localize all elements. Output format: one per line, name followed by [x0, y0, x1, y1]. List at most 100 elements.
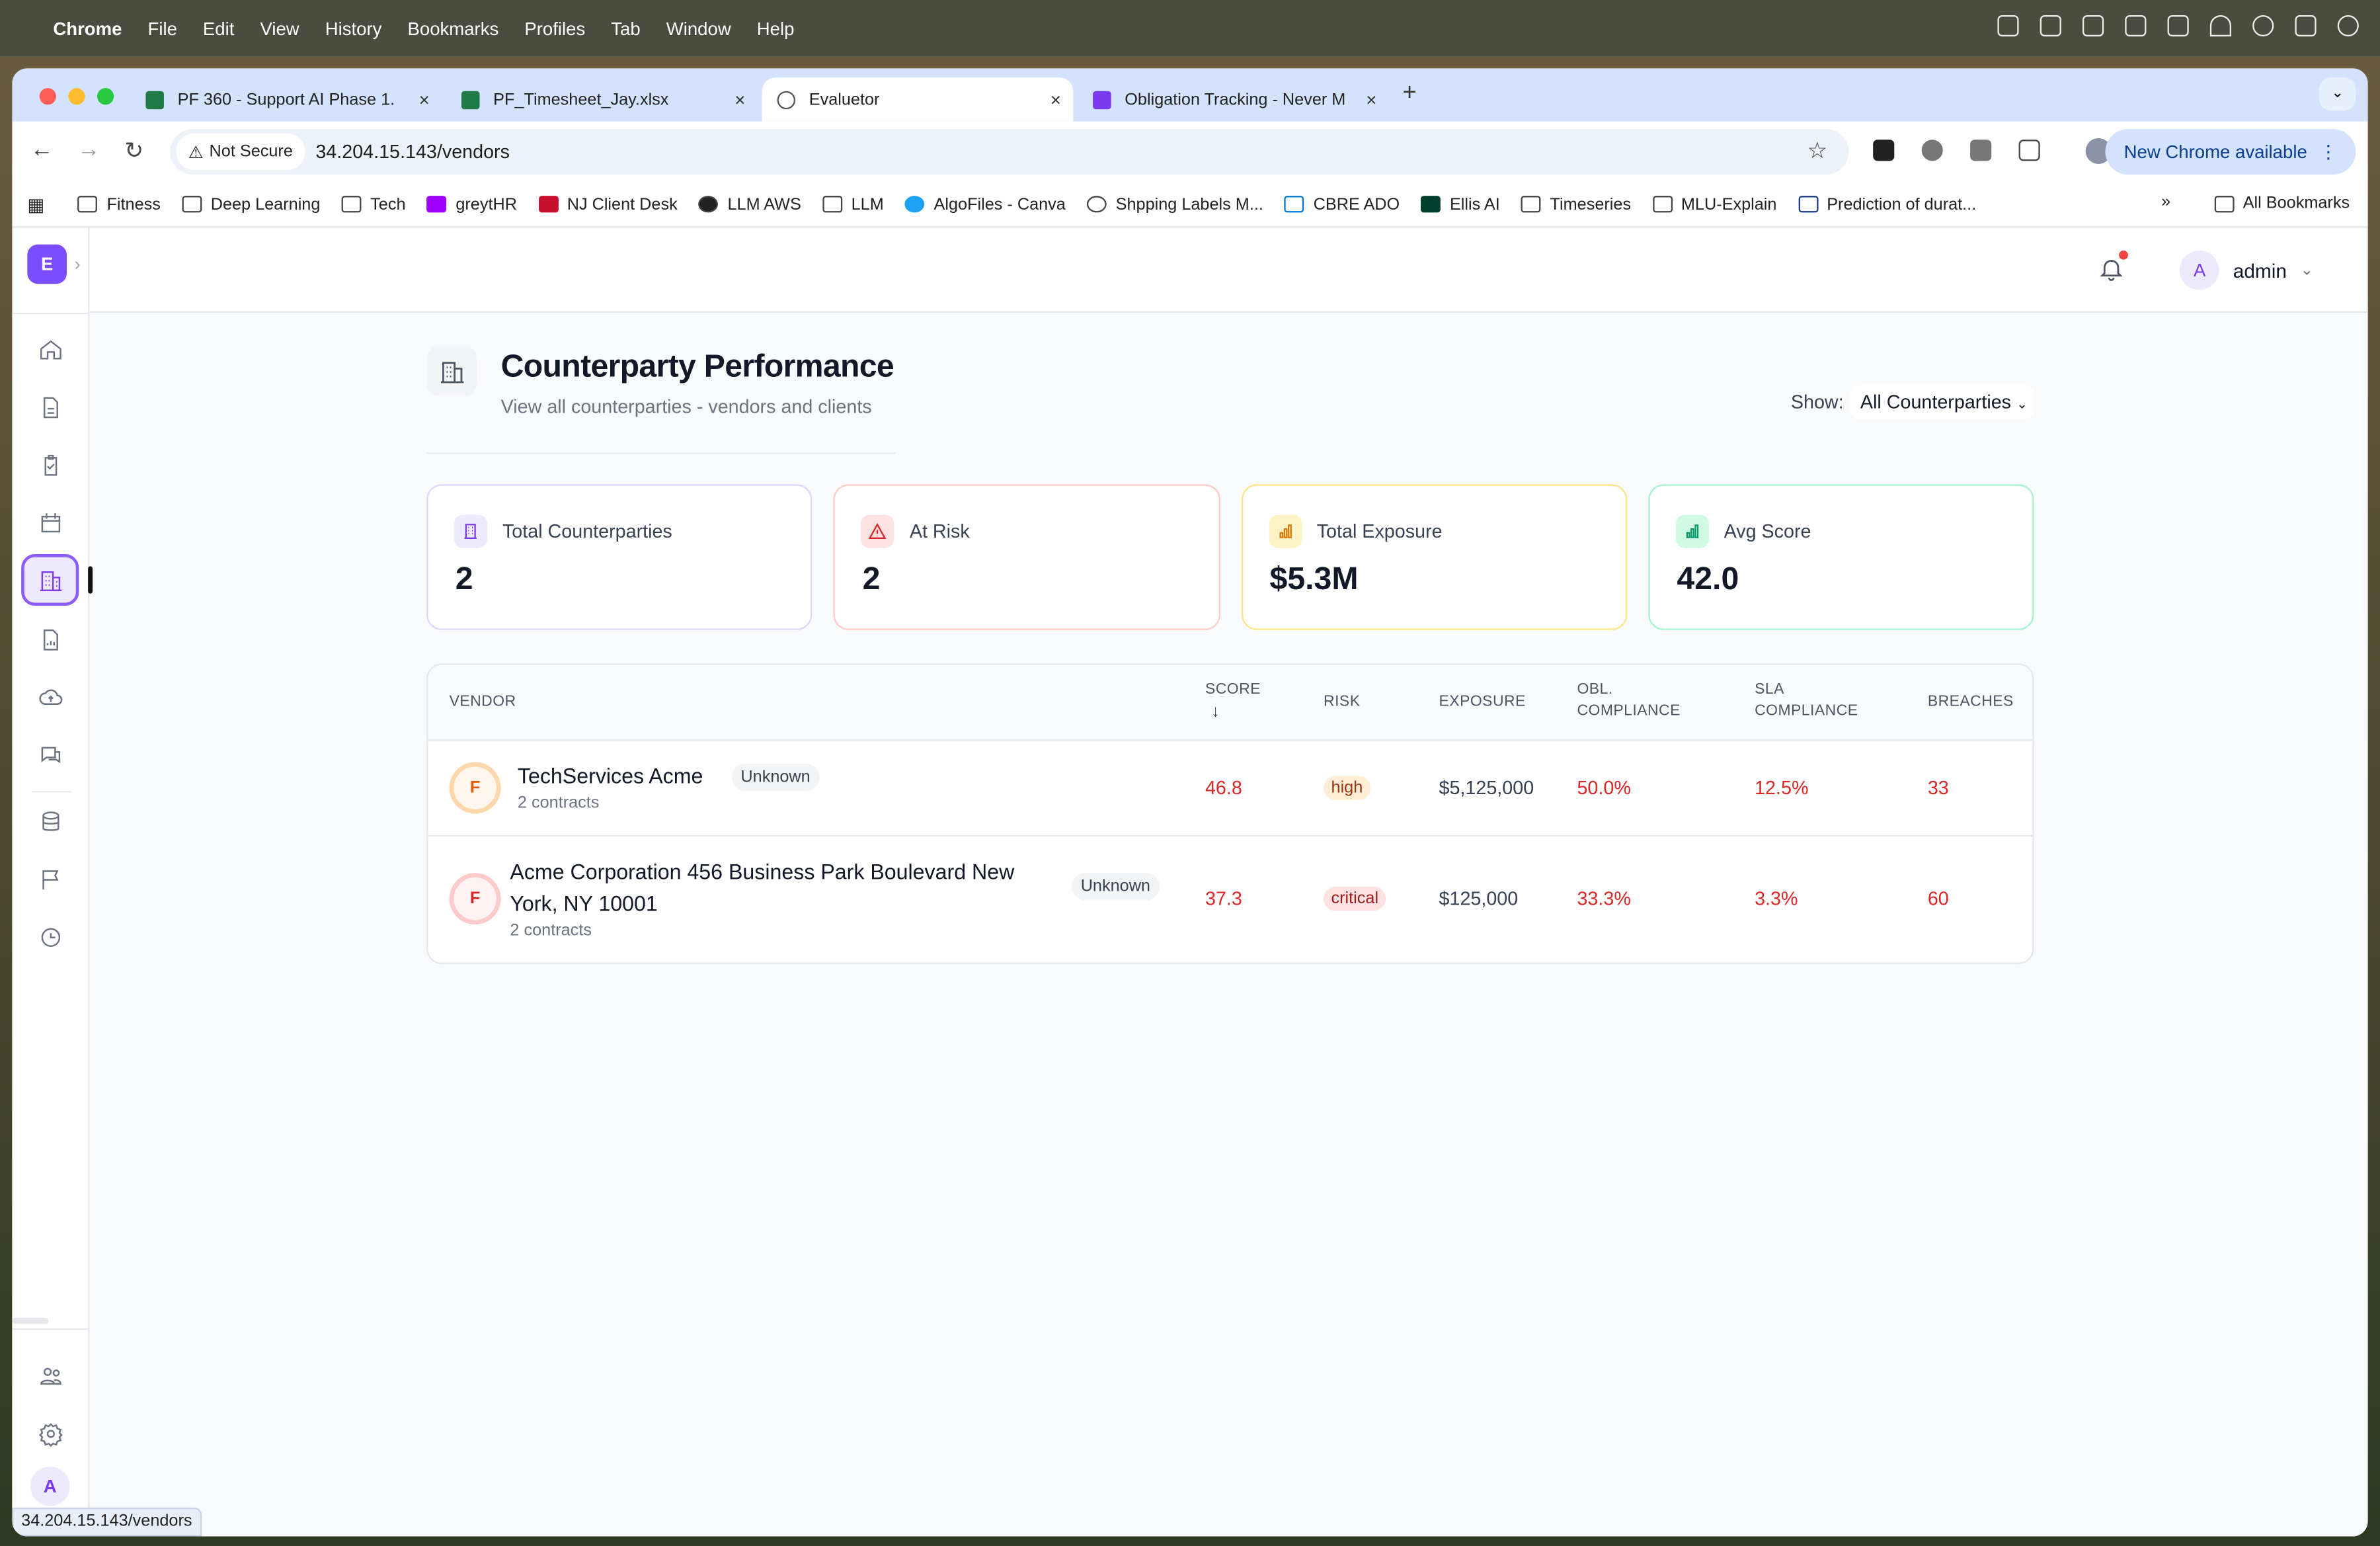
column-vendor[interactable]: VENDOR: [449, 694, 516, 711]
teams-icon[interactable]: [1997, 15, 2019, 37]
column-exposure[interactable]: EXPOSURE: [1439, 694, 1526, 711]
new-chrome-available-button[interactable]: New Chrome available ⋮: [2106, 129, 2356, 175]
menu-app[interactable]: Chrome: [53, 17, 122, 39]
menu-profiles[interactable]: Profiles: [524, 17, 586, 39]
address-bar[interactable]: ⚠ Not Secure 34.204.15.143/vendors ☆: [170, 129, 1849, 175]
sidebar-item-chat[interactable]: [21, 729, 79, 780]
bookmark-algofiles[interactable]: AlgoFiles - Canva: [904, 195, 1066, 214]
bookmark-ellis-ai[interactable]: Ellis AI: [1421, 195, 1500, 214]
zoom-window-button[interactable]: [97, 88, 114, 105]
bell-icon: [2100, 260, 2123, 281]
wifi-icon[interactable]: [2209, 15, 2232, 37]
counterparty-filter-select[interactable]: All Counterparties ⌄: [1849, 386, 2034, 419]
sidebar-user-avatar[interactable]: A: [30, 1466, 70, 1506]
vendor-name[interactable]: Acme Corporation 456 Business Park Boule…: [510, 859, 1015, 916]
column-obl-compliance[interactable]: OBL. COMPLIANCE: [1577, 680, 1680, 723]
close-tab-icon[interactable]: ×: [418, 89, 430, 110]
bookmark-greythr[interactable]: greytHR: [426, 195, 517, 214]
close-tab-icon[interactable]: ×: [734, 89, 746, 110]
sidebar-item-reports[interactable]: [21, 614, 79, 665]
focus-icon[interactable]: [2337, 15, 2359, 37]
close-window-button[interactable]: [39, 88, 56, 105]
menu-help[interactable]: Help: [756, 17, 795, 39]
bookmark-nj-client-desk[interactable]: NJ Client Desk: [538, 195, 678, 214]
extension-icon[interactable]: [1921, 140, 1943, 161]
extension-icon[interactable]: [1970, 140, 1992, 161]
menu-edit[interactable]: Edit: [202, 17, 235, 39]
show-label: Show:: [1790, 391, 1844, 413]
apps-grid-icon[interactable]: ▦: [27, 193, 45, 215]
tab-obligation[interactable]: Obligation Tracking - Never M ×: [1078, 77, 1389, 122]
bookmark-tech[interactable]: Tech: [341, 195, 406, 214]
menu-tab[interactable]: Tab: [611, 17, 641, 39]
notifications-button[interactable]: [2098, 250, 2128, 290]
bookmark-fitness[interactable]: Fitness: [77, 195, 161, 214]
column-score[interactable]: SCORE ↓: [1205, 680, 1261, 725]
tab-timesheet[interactable]: PF_Timesheet_Jay.xlsx ×: [446, 77, 758, 122]
app-logo[interactable]: E: [27, 244, 67, 284]
bookmark-mlu-explain[interactable]: MLU-Explain: [1652, 195, 1776, 214]
bookmark-timeseries[interactable]: Timeseries: [1521, 195, 1631, 214]
vendor-name[interactable]: TechServices Acme: [517, 763, 703, 788]
sidebar-item-settings[interactable]: [21, 1407, 79, 1459]
url-text[interactable]: 34.204.15.143/vendors: [315, 141, 510, 163]
forward-button[interactable]: →: [77, 136, 100, 163]
new-tab-button[interactable]: +: [1402, 80, 1417, 106]
stat-value: 2: [455, 561, 473, 597]
not-secure-chip[interactable]: ⚠ Not Secure: [176, 134, 305, 171]
more-menu-icon[interactable]: ⋮: [2319, 141, 2338, 163]
control-center-icon[interactable]: [2295, 15, 2317, 37]
table-row[interactable]: F TechServices Acme Unknown 2 contracts …: [428, 741, 2033, 837]
cloud-upload-icon: [38, 688, 62, 704]
sidebar-item-history[interactable]: [21, 911, 79, 963]
sidebar-item-counterparties[interactable]: [21, 554, 79, 606]
outlook-icon[interactable]: [2125, 15, 2147, 37]
bookmark-prediction[interactable]: Prediction of durat...: [1798, 195, 1976, 214]
bookmark-llm[interactable]: LLM: [822, 195, 884, 214]
sidebar-item-users[interactable]: [21, 1350, 79, 1401]
menu-file[interactable]: File: [147, 17, 177, 39]
sidebar-item-calendar[interactable]: [21, 497, 79, 548]
minimize-window-button[interactable]: [68, 88, 85, 105]
search-icon[interactable]: [2252, 15, 2274, 37]
elephant-icon[interactable]: [2082, 15, 2104, 37]
bookmark-cbre-ado[interactable]: CBRE ADO: [1285, 195, 1400, 214]
expand-sidebar-icon[interactable]: ›: [74, 253, 81, 275]
back-button[interactable]: ←: [30, 136, 54, 163]
menu-history[interactable]: History: [325, 17, 382, 39]
sidebar-item-home[interactable]: [21, 323, 79, 375]
close-tab-icon[interactable]: ×: [1366, 89, 1377, 110]
column-risk[interactable]: RISK: [1324, 694, 1361, 711]
extensions-puzzle-icon[interactable]: [2018, 140, 2040, 161]
reload-button[interactable]: ↻: [124, 138, 144, 164]
more-bookmarks-icon[interactable]: »: [2161, 192, 2171, 212]
battery-icon[interactable]: [2167, 15, 2189, 37]
sidebar-item-database[interactable]: [21, 795, 79, 847]
column-score-label: SCORE: [1205, 681, 1261, 699]
grid-icon[interactable]: [2040, 15, 2061, 37]
sidebar-item-obligations[interactable]: [21, 439, 79, 491]
tab-pf360[interactable]: PF 360 - Support AI Phase 1. ×: [130, 77, 442, 122]
sidebar-item-flags[interactable]: [21, 853, 79, 905]
extension-html-icon[interactable]: [1873, 140, 1895, 161]
all-bookmarks[interactable]: All Bookmarks: [2214, 194, 2350, 212]
bookmark-deep-learning[interactable]: Deep Learning: [182, 195, 320, 214]
sidebar-item-upload[interactable]: [21, 671, 79, 723]
menu-view[interactable]: View: [260, 17, 299, 39]
menu-window[interactable]: Window: [666, 17, 731, 39]
sidebar-scrollbar[interactable]: [12, 1317, 49, 1324]
menu-bookmarks[interactable]: Bookmarks: [407, 17, 499, 39]
bookmark-shipping-labels[interactable]: Shpping Labels M...: [1087, 195, 1263, 214]
excel-icon: [145, 90, 164, 109]
bookmark-star-icon[interactable]: ☆: [1807, 138, 1828, 164]
column-breaches[interactable]: BREACHES: [1927, 694, 2014, 711]
sidebar-item-documents[interactable]: [21, 381, 79, 432]
bookmark-llm-aws[interactable]: LLM AWS: [698, 195, 801, 214]
close-tab-icon[interactable]: ×: [1050, 89, 1061, 110]
column-sla-compliance[interactable]: SLA COMPLIANCE: [1755, 680, 1858, 723]
tab-search-button[interactable]: ⌄: [2319, 77, 2356, 111]
tab-evaluetor[interactable]: Evaluetor ×: [762, 77, 1074, 122]
table-row[interactable]: F Acme Corporation 456 Business Park Bou…: [428, 836, 2032, 963]
